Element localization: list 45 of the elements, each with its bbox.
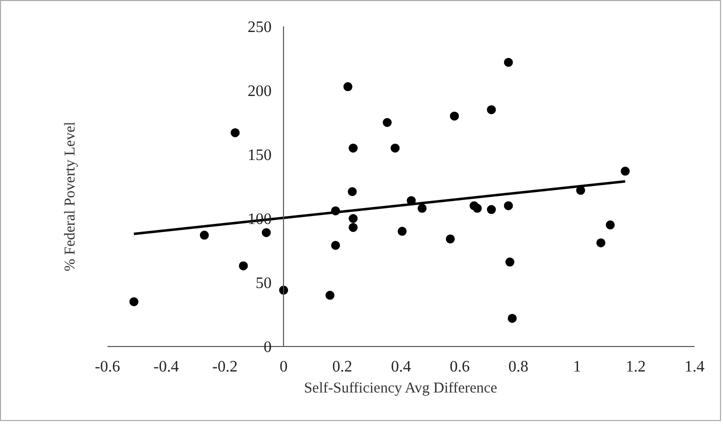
point (504, 201, 513, 210)
x-tick-label: 1 (573, 358, 582, 376)
point (596, 238, 606, 248)
x-tick-label: 1.4 (684, 358, 704, 376)
point (325, 290, 334, 300)
point (418, 204, 427, 213)
point (382, 118, 392, 127)
x-tick-label: -0.4 (154, 358, 179, 376)
point (505, 258, 514, 267)
point (620, 166, 630, 176)
x-tick-label: -0.2 (212, 358, 238, 376)
y-axis-title: % Federal Poverty Level (62, 122, 78, 272)
point (343, 82, 352, 92)
y-tick-label: 150 (248, 147, 272, 164)
point (200, 230, 209, 240)
point (348, 144, 358, 153)
point (606, 220, 615, 230)
point (238, 261, 248, 270)
point (129, 297, 138, 306)
point (398, 226, 407, 236)
point (486, 205, 496, 214)
point (230, 128, 240, 138)
x-tick-label: 1.2 (626, 358, 646, 376)
x-tick-label: 0.6 (450, 358, 470, 376)
point (262, 228, 271, 238)
point (348, 214, 358, 223)
point (472, 204, 482, 213)
point (331, 240, 340, 250)
y-tick-label: 50 (256, 275, 272, 292)
y-tick-label: 200 (248, 83, 272, 100)
x-tick-label: 0.4 (391, 358, 411, 376)
point (348, 187, 357, 196)
point (450, 112, 459, 121)
x-tick-label: -0.6 (94, 358, 120, 376)
point (446, 234, 455, 244)
x-tick-label: 0.8 (508, 358, 528, 376)
x-tick-label: 0 (280, 358, 288, 376)
point (486, 105, 496, 114)
y-tick-label: 250 (248, 19, 272, 36)
x-tick-label: 0.2 (332, 358, 352, 376)
x-axis-title: Self-Sufficiency Avg Difference (304, 380, 498, 396)
point (504, 58, 513, 67)
point (390, 144, 400, 153)
point (348, 222, 358, 232)
point (508, 314, 517, 323)
